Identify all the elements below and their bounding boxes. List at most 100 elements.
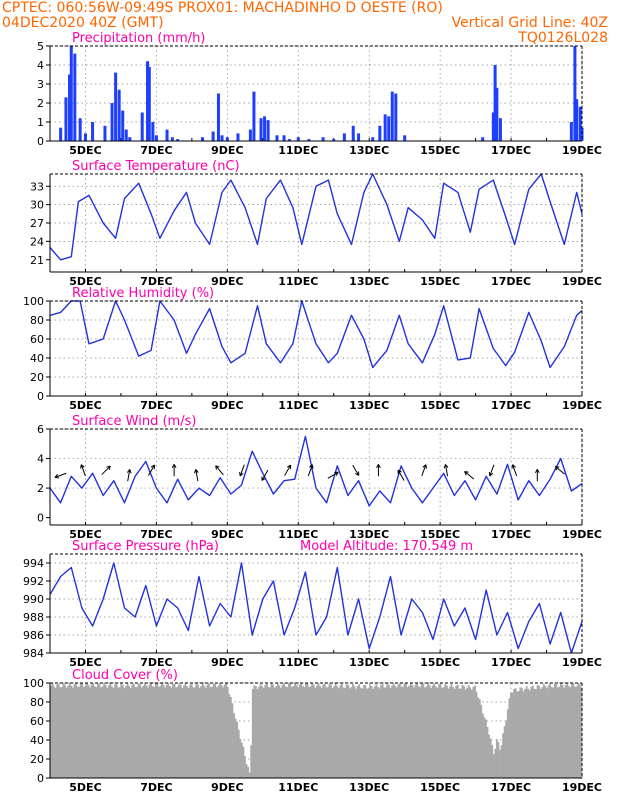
cloud-bar (520, 688, 523, 778)
cloud-bar (386, 683, 389, 778)
cloud-bar (239, 738, 242, 778)
precip-bar (383, 114, 387, 141)
wind-arrow-head (464, 470, 469, 473)
cloud-bar (420, 683, 423, 778)
cloud-bar (461, 685, 464, 778)
wind-arrow-head (239, 471, 241, 477)
cloud-bar (489, 738, 492, 778)
x-tick-label: 13DEC (349, 656, 389, 669)
cloud-bar (60, 687, 63, 778)
precip-bar (495, 87, 499, 141)
cloud-bar (511, 692, 514, 778)
precip-bar (236, 133, 240, 141)
precip-bar (266, 120, 270, 141)
cloud-bar (430, 687, 433, 778)
cloud-bar (464, 689, 467, 778)
cloud-bar (560, 683, 562, 778)
y-tick-label: 30 (30, 199, 44, 212)
cloud-bar (250, 745, 253, 778)
precip-bar (387, 116, 391, 141)
wind-arrow (54, 472, 67, 478)
y-tick-label: 990 (23, 593, 44, 606)
precip-bar (493, 65, 497, 141)
wind-arrow-head (536, 469, 540, 474)
cloud-bar (550, 686, 553, 778)
x-tick-label: 13DEC (349, 399, 389, 412)
wind-arrow-head (377, 464, 381, 469)
precip-bar (321, 137, 325, 141)
wind-arrow-head (171, 464, 175, 469)
precip-bar (64, 97, 68, 141)
cloud-bar (308, 687, 311, 778)
cloud-bar (463, 686, 465, 778)
panel-title: Relative Humidity (%) (72, 286, 214, 301)
wind-arrow (239, 464, 245, 477)
cloud-bar (183, 685, 185, 778)
cloud-bar (347, 684, 350, 778)
cloud-bar (505, 720, 508, 778)
cloud-bar (172, 683, 174, 778)
y-tick-label: 2 (37, 482, 44, 495)
cloud-bar (95, 687, 98, 778)
precip-bar (390, 91, 394, 141)
cloud-bar (200, 685, 203, 778)
cloud-bar (553, 683, 556, 778)
model-id: TQ0126L028 (518, 30, 608, 46)
cloud-bar (508, 698, 511, 778)
cloud-bar (428, 685, 431, 778)
cloud-bar (378, 688, 381, 778)
x-tick-label: 5DEC (69, 528, 101, 541)
cloud-bar (264, 684, 267, 778)
cloud-bar (168, 686, 171, 778)
y-tick-label: 1 (37, 116, 44, 129)
precip-bar (124, 129, 128, 141)
cloud-bar (563, 687, 566, 778)
y-tick-label: 40 (30, 734, 44, 747)
cloud-bar (211, 687, 214, 778)
cloud-bar (132, 683, 135, 778)
cloud-bar (447, 688, 450, 778)
cloud-bar (372, 688, 375, 778)
header-line1: CPTEC: 060:56W-09:49S PROX01: MACHADINHO… (2, 0, 443, 16)
cloud-bar (416, 683, 419, 778)
cloud-bar (444, 683, 447, 778)
precip-bar (117, 89, 121, 141)
cloud-bar (265, 683, 268, 778)
cloud-bar (85, 683, 88, 778)
wind-arrow (215, 465, 224, 476)
precip-bar (282, 135, 286, 141)
cloud-bar (481, 713, 484, 778)
cloud-bar (456, 684, 459, 778)
cloud-bar (516, 691, 519, 778)
cloud-bar (495, 739, 498, 778)
precip-bar (121, 110, 125, 141)
x-tick-label: 7DEC (140, 399, 172, 412)
cloud-bar (286, 687, 289, 778)
cloud-bar (558, 686, 561, 778)
y-tick-label: 20 (30, 371, 44, 384)
cloud-bar (362, 685, 365, 778)
precip-bar (211, 131, 215, 141)
cloud-bar (259, 683, 262, 778)
cloud-bar (389, 687, 392, 778)
wind-arrow (327, 471, 339, 479)
cloud-bar (317, 683, 320, 778)
cloud-bar (530, 686, 533, 778)
wind-arrow (148, 464, 155, 476)
cloud-bar (184, 683, 187, 778)
cloud-bar (234, 718, 237, 778)
cloud-bar (556, 687, 559, 778)
cloud-bar (90, 684, 93, 778)
cloud-bar (181, 687, 184, 778)
cloud-bar (536, 685, 539, 778)
cloud-bar (305, 683, 307, 778)
wind-series-line (49, 435, 583, 507)
y-tick-label: 988 (23, 611, 44, 624)
cloud-bar (439, 684, 442, 778)
cloud-bar (111, 686, 113, 778)
precip-bar (83, 133, 87, 141)
cloud-bar (209, 686, 212, 778)
wind-arrow (352, 464, 360, 476)
cloud-bar (126, 683, 129, 778)
cloud-bar (272, 684, 275, 778)
